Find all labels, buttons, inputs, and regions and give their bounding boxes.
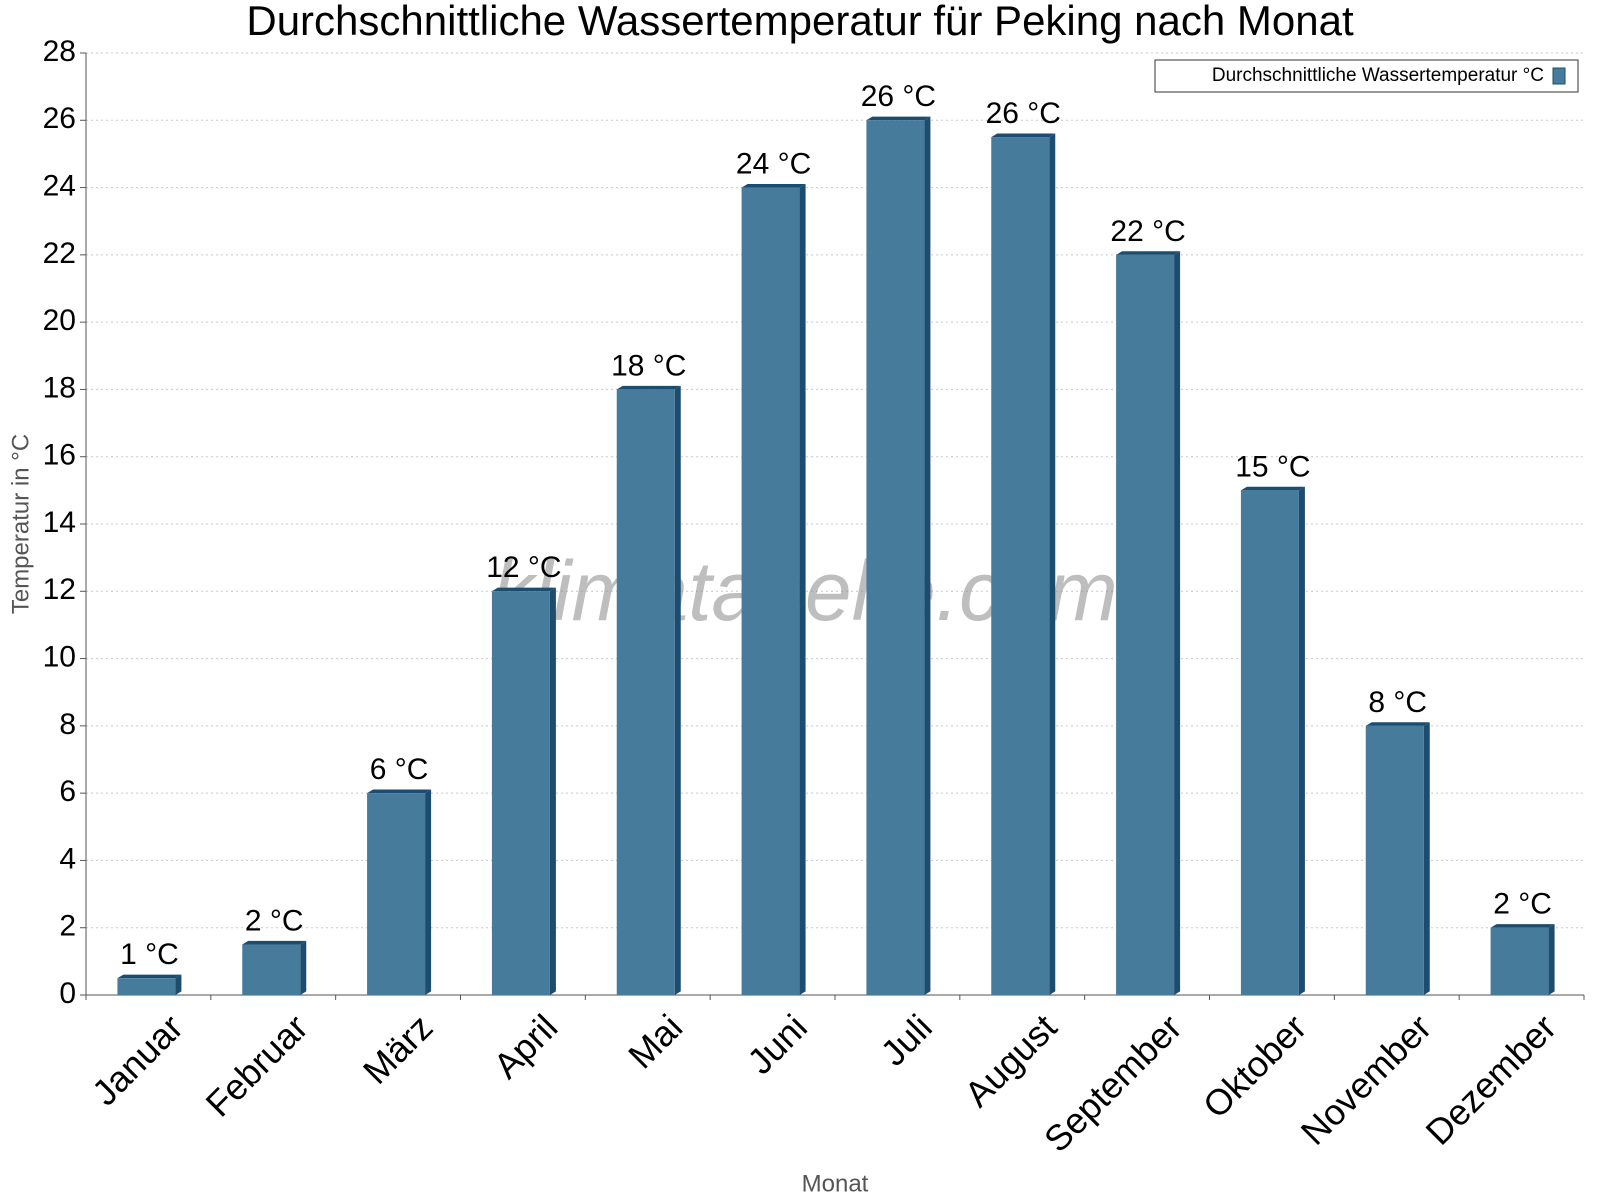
data-label: 18 °C (611, 349, 686, 382)
data-label: 2 °C (245, 904, 304, 937)
bar (616, 389, 675, 995)
bar-side (1049, 133, 1056, 995)
bar-top (242, 940, 307, 945)
bar-side (425, 789, 432, 995)
chart-title: Durchschnittliche Wassertemperatur für P… (246, 0, 1354, 44)
y-tick-label: 10 (43, 640, 76, 673)
x-tick-label: September (1036, 1006, 1190, 1160)
y-tick-label: 2 (59, 910, 76, 943)
bar (117, 978, 176, 995)
x-tick-label: Dezember (1418, 1006, 1564, 1152)
x-tick-label: Mai (620, 1006, 690, 1076)
x-tick-label: März (355, 1006, 441, 1092)
bar-top (117, 974, 182, 979)
data-label: 15 °C (1235, 450, 1310, 483)
y-tick-label: 26 (43, 102, 76, 135)
data-label: 24 °C (736, 147, 811, 180)
data-label: 2 °C (1493, 888, 1552, 921)
y-tick-label: 22 (43, 237, 76, 270)
bar-side (924, 116, 931, 995)
bar-top (616, 385, 681, 390)
x-tick-label: Oktober (1195, 1006, 1315, 1126)
bar-side (175, 974, 182, 995)
bar-top (1116, 251, 1181, 255)
bar-side (799, 183, 806, 995)
x-axis-label: Monat (802, 1170, 869, 1197)
bar-top (367, 789, 432, 794)
bar (741, 187, 800, 996)
y-tick-label: 6 (59, 775, 76, 808)
y-tick-label: 4 (59, 842, 76, 875)
bar-top (741, 183, 806, 188)
y-tick-label: 14 (43, 506, 76, 539)
x-tick-label: November (1293, 1006, 1439, 1152)
x-tick-label: Februar (198, 1006, 316, 1124)
x-tick-label: Juli (873, 1006, 940, 1073)
bar (1490, 927, 1549, 995)
bar (1116, 254, 1175, 995)
bar-top (491, 587, 556, 592)
bar-top (866, 116, 931, 121)
bar-top (1240, 486, 1305, 491)
x-tick-label: April (485, 1006, 565, 1086)
bar-side (674, 385, 681, 995)
x-tick-label: Juni (739, 1006, 815, 1082)
bar (367, 793, 426, 995)
bar-side (549, 587, 556, 995)
bar (242, 944, 301, 995)
y-tick-label: 12 (43, 573, 76, 606)
bar-side (1423, 722, 1430, 995)
legend-box (1154, 59, 1579, 93)
bar-side (1548, 924, 1555, 995)
y-tick-label: 24 (43, 169, 76, 202)
y-tick-label: 16 (43, 439, 76, 472)
y-tick-label: 28 (43, 35, 76, 68)
data-label: 26 °C (986, 97, 1061, 130)
y-tick-label: 18 (43, 371, 76, 404)
data-label: 12 °C (486, 551, 561, 584)
data-label: 6 °C (370, 753, 429, 786)
y-tick-label: 8 (59, 708, 76, 741)
bar-side (1174, 251, 1181, 995)
y-tick-label: 20 (43, 304, 76, 337)
data-label: 8 °C (1368, 686, 1427, 719)
data-label: 26 °C (861, 80, 936, 113)
x-tick-label: August (956, 1006, 1064, 1114)
x-tick-label: Januar (84, 1006, 191, 1113)
y-tick-label: 0 (59, 977, 76, 1010)
bar-top (1490, 924, 1555, 928)
bar (1365, 725, 1424, 995)
bar (866, 120, 925, 996)
bar-side (1298, 486, 1305, 995)
bar (1240, 490, 1299, 995)
data-label: 22 °C (1110, 215, 1185, 248)
legend-label: Durchschnittliche Wassertemperatur °C (1212, 65, 1544, 86)
bar (991, 137, 1050, 995)
bar-side (300, 940, 307, 995)
data-label: 1 °C (120, 938, 179, 971)
bar (491, 591, 550, 995)
bar-top (991, 133, 1056, 138)
legend-swatch (1552, 67, 1566, 85)
bar-top (1365, 722, 1430, 726)
y-axis-label: Temperatur in °C (7, 434, 34, 614)
